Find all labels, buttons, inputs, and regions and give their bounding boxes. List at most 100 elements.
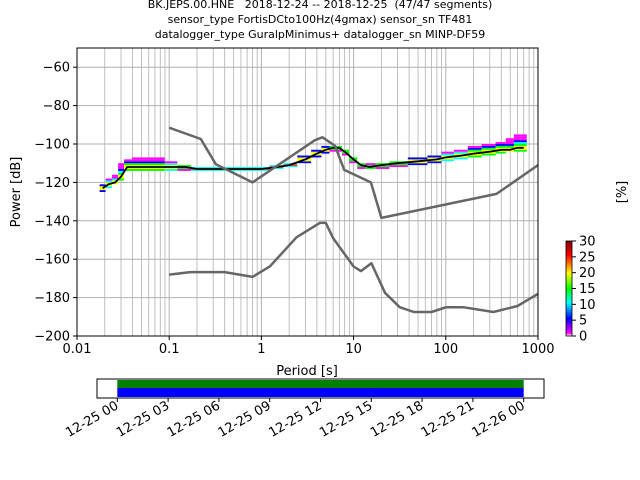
density-cell [205,169,224,171]
density-cell [311,149,322,152]
grid [76,48,538,337]
density-cell [256,169,270,171]
density-cell [118,170,125,173]
timeline-bar-segments-used [117,388,524,397]
density-cell [99,188,106,191]
density-cell [297,157,312,160]
density-cell [311,151,322,154]
density-cell [495,147,506,150]
density-cell [329,145,337,148]
density-cell [481,144,496,146]
density-cell [154,157,165,160]
density-cell [336,147,342,150]
density-cell [453,157,468,160]
density-cell [407,159,428,162]
density-cell [132,163,143,166]
density-cell [495,145,506,148]
timeline-tick-label: 12-25 12 [266,398,324,440]
density-cell [132,167,143,169]
x-tick-label: 0.01 [63,342,92,357]
density-cell [111,174,119,177]
density-cell [481,147,496,150]
density-cell [124,163,133,166]
density-cell [142,168,155,171]
series-line-mode [102,146,524,189]
density-cell [118,165,125,168]
y-tick-label: −80 [43,99,70,114]
colorbar-tick-label: 5 [579,314,587,329]
density-cell [111,176,119,179]
density-cell [513,147,521,150]
density-cell [191,167,206,169]
timeline-tick-label: 12-25 15 [317,398,375,440]
density-cell [124,167,133,169]
plot-area [99,126,538,314]
density-cell [142,157,155,160]
series-line-nhnm [168,126,538,220]
title-line-3: datalogger_type GuralpMinimus+ datalogge… [154,28,486,41]
density-cell [142,159,155,162]
density-cell [357,167,366,169]
timeline-tick-label: 12-25 18 [368,398,426,440]
density-cell [132,157,143,160]
density-cell [223,167,244,169]
density-cell [365,163,376,166]
density-cell [505,147,514,150]
series-line-nlnm [169,221,538,314]
density-cell [513,140,521,143]
density-cell [154,165,165,168]
density-cell [118,172,125,175]
density-cell [297,155,312,158]
density-cell [329,147,337,150]
density-cell [142,167,155,169]
density-cell [505,138,514,141]
density-cell [132,165,143,168]
density-cell [105,178,112,181]
colorbar-tick-label: 25 [579,250,596,265]
density-cell [375,167,390,169]
x-tick-label: 100 [433,342,458,357]
density-cell [375,165,390,168]
density-cell [329,149,337,152]
density-cell [520,147,527,150]
density-cell [427,155,442,158]
density-cell [341,149,350,152]
x-tick-label: 1000 [521,342,554,357]
density-cell [481,145,496,148]
density-cell [407,157,428,160]
y-tick-label: −180 [34,291,70,306]
density-cell [513,149,521,152]
density-cell [321,147,330,150]
density-cell [513,144,521,146]
colorbar-tick-label: 0 [579,330,587,345]
colorbar-label: [%] [615,181,630,204]
density-cell [164,161,178,164]
density-cell [495,142,506,144]
density-cell [164,165,178,168]
density-cell [118,168,125,171]
density-cell [154,168,165,171]
density-cell [269,167,284,169]
density-cell [124,161,133,164]
density-cell [441,151,454,154]
density-cell [467,149,482,152]
density-cell [453,149,468,152]
density-cell [520,142,527,144]
density-cell [520,145,527,148]
density-cell [520,144,527,146]
density-cell [505,145,514,148]
density-cell [505,149,514,152]
density-cell [467,147,482,150]
timeline-tick-label: 12-25 21 [419,398,477,440]
density-cell [505,144,514,146]
colorbar-tick-label: 20 [579,266,596,281]
density-cell [513,134,521,137]
density-cell [520,138,527,141]
density-cell [349,159,358,162]
density-cell [132,159,143,162]
density-cell [389,163,408,166]
density-cell [142,161,155,164]
